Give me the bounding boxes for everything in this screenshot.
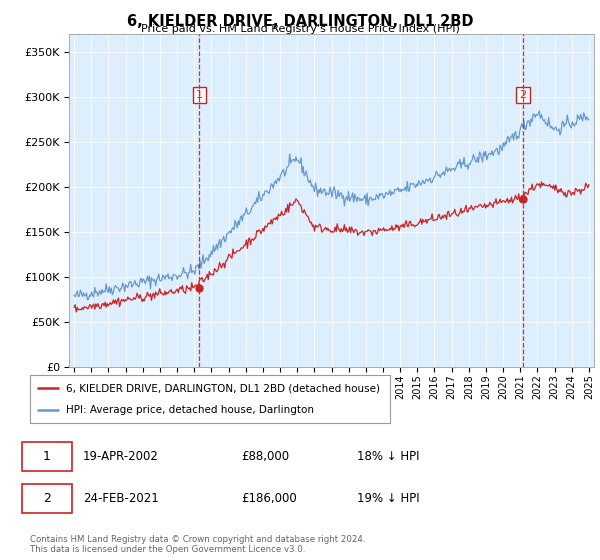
FancyBboxPatch shape: [22, 484, 72, 512]
Text: 2: 2: [519, 90, 526, 100]
Text: 18% ↓ HPI: 18% ↓ HPI: [358, 450, 420, 463]
Text: 6, KIELDER DRIVE, DARLINGTON, DL1 2BD: 6, KIELDER DRIVE, DARLINGTON, DL1 2BD: [127, 14, 473, 29]
Text: Contains HM Land Registry data © Crown copyright and database right 2024.
This d: Contains HM Land Registry data © Crown c…: [30, 535, 365, 554]
Text: 1: 1: [196, 90, 203, 100]
Text: HPI: Average price, detached house, Darlington: HPI: Average price, detached house, Darl…: [66, 405, 314, 415]
FancyBboxPatch shape: [22, 442, 72, 470]
Text: 6, KIELDER DRIVE, DARLINGTON, DL1 2BD (detached house): 6, KIELDER DRIVE, DARLINGTON, DL1 2BD (d…: [66, 383, 380, 393]
Text: Price paid vs. HM Land Registry's House Price Index (HPI): Price paid vs. HM Land Registry's House …: [140, 24, 460, 34]
Text: £88,000: £88,000: [241, 450, 289, 463]
Text: £186,000: £186,000: [241, 492, 297, 505]
Text: 19-APR-2002: 19-APR-2002: [83, 450, 158, 463]
Text: 1: 1: [43, 450, 51, 463]
Text: 24-FEB-2021: 24-FEB-2021: [83, 492, 158, 505]
Text: 2: 2: [43, 492, 51, 505]
Text: 19% ↓ HPI: 19% ↓ HPI: [358, 492, 420, 505]
